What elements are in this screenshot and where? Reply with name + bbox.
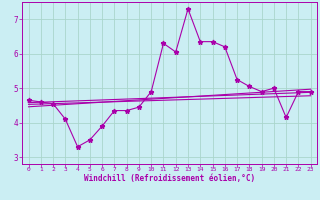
X-axis label: Windchill (Refroidissement éolien,°C): Windchill (Refroidissement éolien,°C) <box>84 174 255 183</box>
